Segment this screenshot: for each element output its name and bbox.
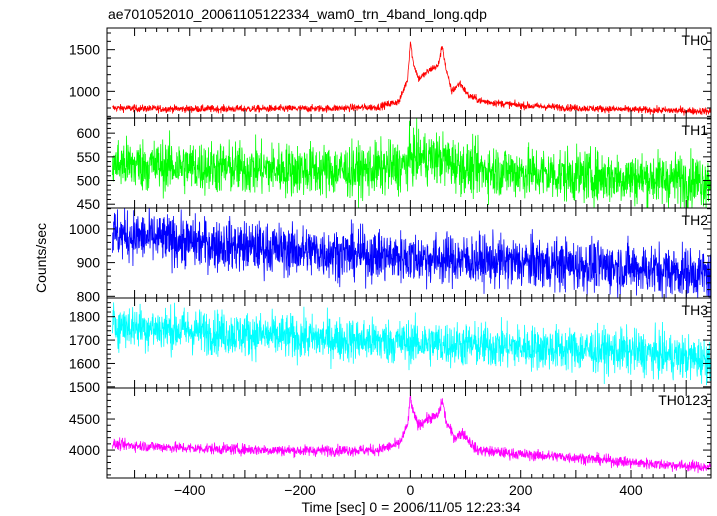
y-tick-label: 1500 xyxy=(69,42,100,58)
panel-th2: 800 900 1000 TH2 xyxy=(69,207,712,304)
panel-label-th0: TH0 xyxy=(682,32,709,48)
y-tick-label: 450 xyxy=(77,196,101,212)
y-tick-label: 600 xyxy=(77,125,101,141)
y-tick-label: 1600 xyxy=(69,355,100,371)
x-tick-label: −400 xyxy=(174,482,206,498)
series-line-th2 xyxy=(112,208,711,298)
panel-th1: 450 500 550 600 TH1 xyxy=(77,117,712,212)
x-tick-label: 400 xyxy=(619,482,643,498)
y-tick-label: 900 xyxy=(77,255,101,271)
panel-th0: 1000 1500 TH0 xyxy=(69,27,712,119)
y-tick-label: 500 xyxy=(77,173,101,189)
x-tick-label: −200 xyxy=(284,482,316,498)
y-axis-title: Counts/sec xyxy=(33,223,49,293)
x-tick-label: 0 xyxy=(406,482,414,498)
series-line-th0123 xyxy=(112,395,711,474)
y-tick-label: 1500 xyxy=(69,379,100,395)
y-tick-label: 4000 xyxy=(69,442,100,458)
y-tick-label: 1000 xyxy=(69,83,100,99)
x-tick-label: 200 xyxy=(509,482,533,498)
panel-frame xyxy=(106,27,712,119)
series-line-th0 xyxy=(112,41,711,116)
plot-panels: 1000 1500 TH0 450 500 550 600 TH1 800 900 1000 TH2 1… xyxy=(69,27,712,498)
series-line-th1 xyxy=(112,118,711,208)
y-tick-label: 4500 xyxy=(69,411,100,427)
plot-title: ae701052010_20061105122334_wam0_trn_4ban… xyxy=(108,6,487,22)
panel-frame xyxy=(106,387,712,479)
panel-label-th1: TH1 xyxy=(682,122,709,138)
panel-label-th3: TH3 xyxy=(682,302,709,318)
panel-label-th0123: TH0123 xyxy=(658,392,708,408)
y-tick-label: 1700 xyxy=(69,332,100,348)
x-axis-title: Time [sec] 0 = 2006/11/05 12:23:34 xyxy=(301,499,520,515)
panel-label-th2: TH2 xyxy=(682,212,709,228)
panel-th0123: 4000 4500 TH0123 xyxy=(69,387,712,479)
panel-th3: 1500 1600 1700 1800 TH3 xyxy=(69,297,712,395)
y-tick-label: 800 xyxy=(77,288,101,304)
y-tick-label: 1000 xyxy=(69,221,100,237)
y-tick-label: 550 xyxy=(77,149,101,165)
y-tick-label: 1800 xyxy=(69,309,100,325)
series-line-th3 xyxy=(112,302,711,386)
